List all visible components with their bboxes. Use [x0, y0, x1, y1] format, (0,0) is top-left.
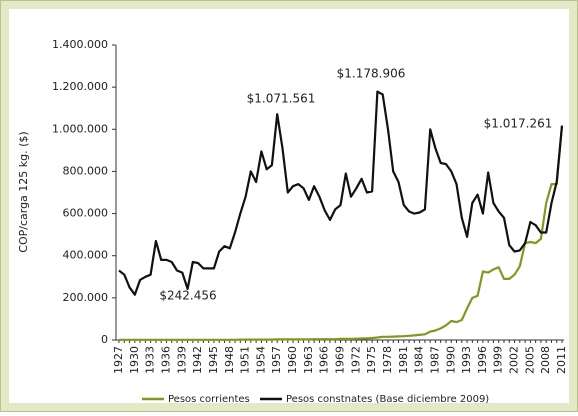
x-tick-label: 1972 [349, 346, 362, 374]
y-axis-label: COP/carga 125 kg. ($) [17, 131, 30, 252]
x-tick-label: 1987 [428, 346, 441, 374]
x-tick-label: 1981 [397, 346, 410, 374]
y-tick-label: 600.000 [63, 207, 109, 220]
x-tick-label: 1939 [175, 346, 188, 374]
series-line [118, 90, 564, 296]
x-tick-label: 1975 [365, 346, 378, 374]
x-tick-label: 1996 [476, 346, 489, 374]
y-tick-label: 1.200.000 [52, 80, 108, 93]
x-tick-label: 1963 [302, 346, 315, 374]
x-tick-label: 1960 [286, 346, 299, 374]
x-tick-label: 1951 [239, 346, 252, 374]
y-tick-label: 800.000 [63, 164, 109, 177]
y-tick-label: 1.000.000 [52, 122, 108, 135]
x-tick-label: 2008 [539, 346, 552, 374]
y-tick-label: 200.000 [63, 291, 109, 304]
legend-label: Pesos corrientes [168, 394, 250, 405]
x-tick-label: 1936 [159, 346, 172, 374]
x-tick-label: 2011 [555, 346, 568, 374]
x-tick-label: 1993 [460, 346, 473, 374]
x-tick-label: 1966 [318, 346, 331, 374]
x-tick-label: 1978 [381, 346, 394, 374]
x-tick-label: 1930 [128, 346, 141, 374]
x-tick-label: 1984 [413, 346, 426, 374]
y-tick-label: 0 [101, 333, 108, 346]
x-tick-label: 1957 [270, 346, 283, 374]
x-tick-label: 1969 [334, 346, 347, 374]
x-tick-label: 2005 [523, 346, 536, 374]
plot-background [9, 9, 569, 403]
annotation: $1.071.561 [247, 92, 316, 106]
x-tick-label: 1933 [144, 346, 157, 374]
y-tick-label: 1.400.000 [52, 38, 108, 51]
x-tick-label: 1945 [207, 346, 220, 374]
x-tick-label: 1954 [254, 346, 267, 374]
x-tick-label: 2002 [508, 346, 521, 374]
x-tick-label: 1948 [223, 346, 236, 374]
x-tick-label: 1999 [492, 346, 505, 374]
y-tick-label: 400.000 [63, 249, 109, 262]
annotation: $1.178.906 [337, 67, 406, 81]
legend-label: Pesos constnates (Base diciembre 2009) [286, 394, 489, 405]
x-tick-label: 1927 [112, 346, 125, 374]
x-tick-label: 1942 [191, 346, 204, 374]
annotation: $1.017.261 [484, 117, 553, 131]
series-line [119, 125, 564, 341]
annotation: $242.456 [159, 289, 216, 303]
x-tick-label: 1990 [444, 346, 457, 374]
